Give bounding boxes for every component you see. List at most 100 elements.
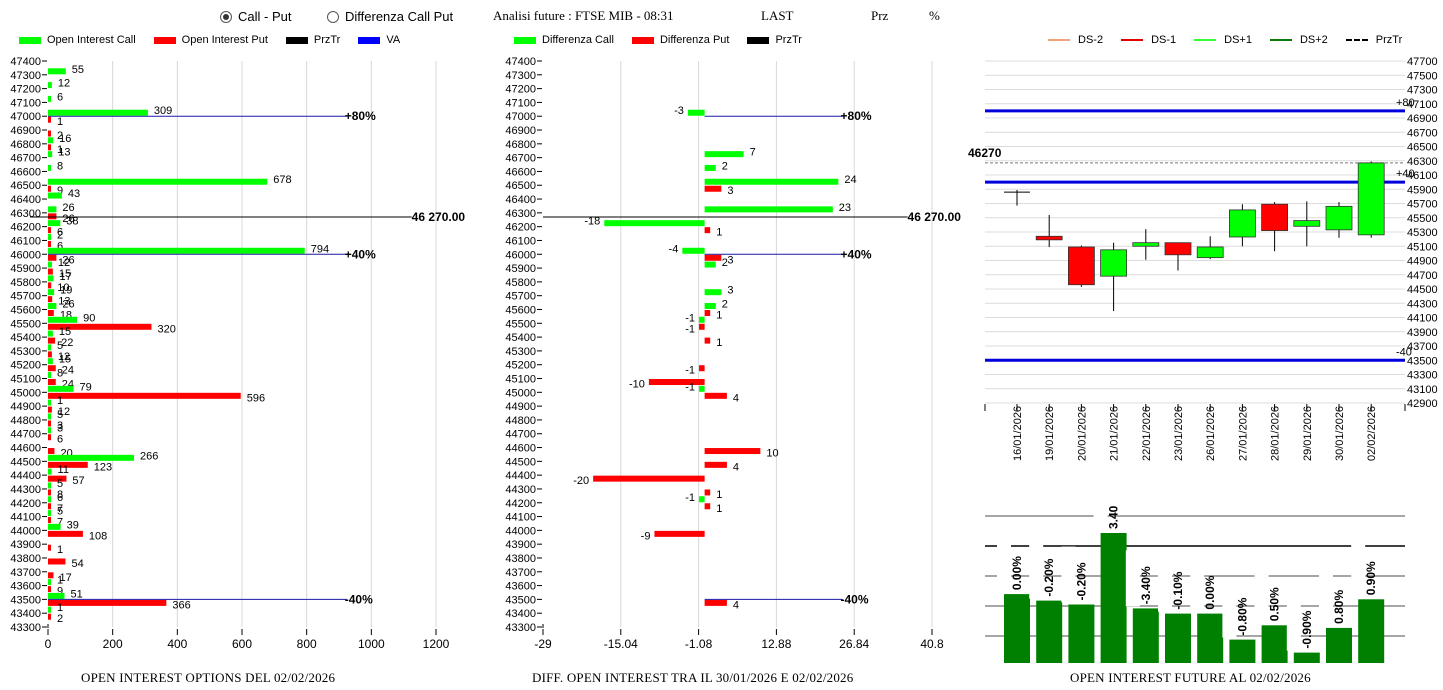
y-tick-label: 45500 xyxy=(10,318,41,330)
radio-unselected-icon xyxy=(327,10,339,23)
future-bar xyxy=(1165,613,1191,663)
put-bar xyxy=(48,448,55,455)
future-bar-label-bg xyxy=(1222,581,1237,638)
put-bar-label: 24 xyxy=(62,365,74,377)
y-tick-label: 44200 xyxy=(505,498,536,510)
call-bar-label: 5 xyxy=(57,506,63,518)
put-bar-label: -20 xyxy=(573,475,589,487)
y-tick-label: 45200 xyxy=(505,360,536,372)
candle-body-down xyxy=(1035,235,1063,241)
y-tick-label: 45900 xyxy=(505,263,536,275)
legend-line xyxy=(1345,39,1368,41)
y-tick-label: 44900 xyxy=(505,401,536,413)
candle-body-up xyxy=(1196,246,1224,259)
legend-item-diff-call: Differenza Call xyxy=(514,34,614,46)
put-bar-label: 17 xyxy=(59,572,71,584)
y-tick-label: 45000 xyxy=(505,387,536,399)
va-label: -40% xyxy=(841,592,869,606)
prztr-label: 46270 xyxy=(968,146,1002,160)
legend-swatch xyxy=(285,36,308,44)
va-label: -40% xyxy=(345,592,373,606)
y-tick-label: 43500 xyxy=(505,594,536,606)
y-tick-label: 44800 xyxy=(10,415,41,427)
put-bar xyxy=(48,475,67,482)
put-bar xyxy=(648,379,705,386)
call-bar xyxy=(48,68,66,75)
future-bar-label-bg xyxy=(1319,569,1333,626)
call-bar xyxy=(48,220,61,227)
future-bar-label: -3.40% xyxy=(1139,566,1153,604)
put-bar xyxy=(704,392,727,399)
put-bar-label: 26 xyxy=(62,213,74,225)
candle-body-up xyxy=(1325,205,1353,231)
y-tick-label: 46500 xyxy=(1407,142,1438,154)
y-tick-label: 43400 xyxy=(10,608,41,620)
y-tick-label: 46600 xyxy=(505,166,536,178)
y-tick-label: 47000 xyxy=(10,111,41,123)
y-tick-label: 44600 xyxy=(10,443,41,455)
call-bar-label: 6 xyxy=(57,91,63,103)
call-bar-label: 5 xyxy=(57,478,63,490)
y-tick-label: 44100 xyxy=(1407,313,1438,325)
put-bar xyxy=(704,227,711,234)
call-bar-label: -4 xyxy=(669,243,679,255)
legend-line xyxy=(1269,39,1292,41)
call-bar-label: 39 xyxy=(67,519,79,531)
call-bar-label: 2 xyxy=(57,229,63,241)
put-bar-label: 12 xyxy=(58,351,70,363)
y-tick-label: 46000 xyxy=(505,249,536,261)
put-bar xyxy=(704,461,727,468)
y-tick-label: 44700 xyxy=(1407,270,1438,282)
legend-item-call: Open Interest Call xyxy=(19,34,136,46)
put-bar xyxy=(48,489,51,496)
put-bar xyxy=(48,213,57,220)
future-bar-label: 0.90% xyxy=(1364,561,1378,595)
va-label: +80% xyxy=(841,109,872,123)
y-tick-label: 47500 xyxy=(1407,70,1438,82)
put-bar-label: 54 xyxy=(71,558,83,570)
call-bar-label: 90 xyxy=(83,312,95,324)
y-tick-label: 44300 xyxy=(505,484,536,496)
y-tick-label: 46100 xyxy=(1407,170,1438,182)
future-bar xyxy=(1358,599,1385,663)
x-tick-label: 28/01/2026 xyxy=(1270,406,1282,461)
call-bar-label: 266 xyxy=(140,450,158,462)
put-bar-label: -10 xyxy=(629,379,645,391)
y-tick-label: 46800 xyxy=(505,139,536,151)
call-bar xyxy=(48,206,57,213)
legend-item-prztr: PrzTr xyxy=(285,34,340,46)
put-bar xyxy=(48,558,66,565)
y-tick-label: 45300 xyxy=(1407,227,1438,239)
y-tick-label: 45100 xyxy=(505,374,536,386)
y-tick-label: 43900 xyxy=(1407,327,1438,339)
call-bar xyxy=(48,496,51,503)
radio-call-put[interactable]: Call - Put xyxy=(220,9,291,24)
y-tick-label: 47300 xyxy=(505,70,536,82)
y-tick-label: 45900 xyxy=(10,263,41,275)
put-bar-label: 57 xyxy=(72,475,84,487)
future-bar xyxy=(1068,604,1095,663)
legend-item-put: Open Interest Put xyxy=(153,34,268,46)
radio-differenza-call-put[interactable]: Differenza Call Put xyxy=(327,9,453,24)
y-tick-label: 47200 xyxy=(505,84,536,96)
put-bar-label: -9 xyxy=(641,530,651,542)
put-bar-label: 9 xyxy=(57,586,63,598)
x-tick-label: 19/01/2026 xyxy=(1044,406,1056,461)
future-bar-label-bg xyxy=(1254,567,1269,624)
put-bar xyxy=(704,448,761,455)
call-bar-label: 43 xyxy=(68,188,80,200)
x-tick-label: 40.8 xyxy=(920,637,944,651)
call-bar xyxy=(48,233,51,240)
future-bar-label: 0.80% xyxy=(1332,590,1346,624)
legend-swatch xyxy=(747,36,770,44)
va-label: +40% xyxy=(345,247,376,261)
y-tick-label: 46100 xyxy=(10,235,41,247)
put-bar-label: 366 xyxy=(172,599,190,611)
y-tick-label: 46800 xyxy=(10,139,41,151)
future-bar-label: -0.90% xyxy=(1300,610,1314,648)
put-bar-label: 7 xyxy=(57,517,63,529)
future-bar-label: -0.20% xyxy=(1042,558,1056,596)
call-bar-label: 2 xyxy=(722,298,728,310)
put-bar xyxy=(48,434,51,441)
